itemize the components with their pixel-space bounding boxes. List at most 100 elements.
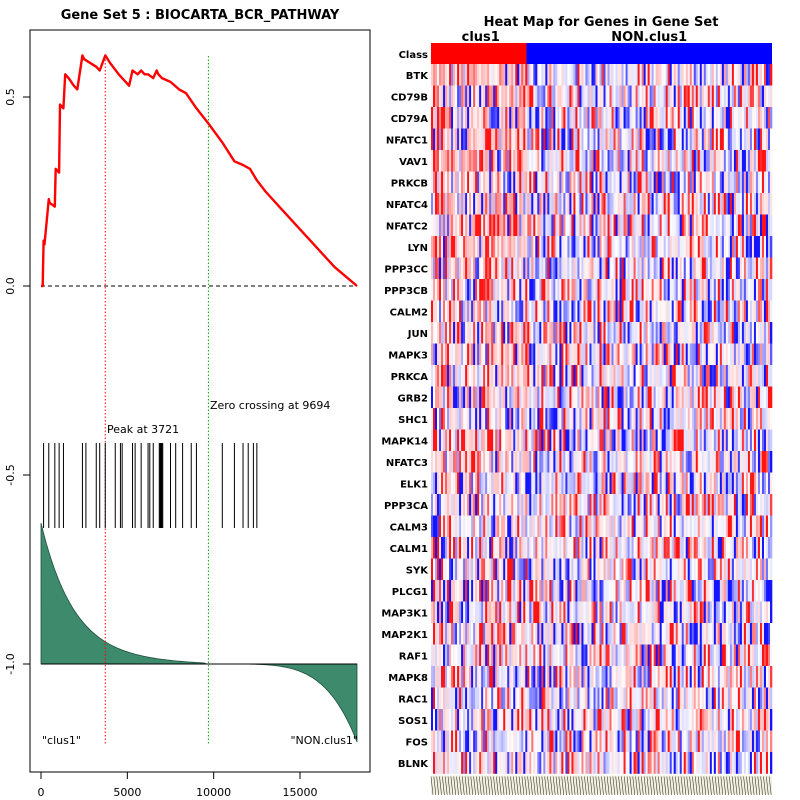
heatmap-cell bbox=[581, 429, 584, 452]
heatmap-cell bbox=[621, 408, 624, 430]
heatmap-cell bbox=[607, 386, 610, 409]
heatmap-cell bbox=[681, 343, 685, 366]
heatmap-cell bbox=[597, 128, 600, 151]
heatmap-cell bbox=[487, 408, 490, 430]
heatmap-cell bbox=[691, 300, 695, 323]
heatmap-cell bbox=[557, 64, 560, 86]
heatmap-cell bbox=[707, 644, 711, 667]
heatmap-cell bbox=[593, 472, 596, 495]
heatmap-cell bbox=[619, 300, 622, 323]
heatmap-cell bbox=[707, 236, 711, 258]
heatmap-cell bbox=[435, 107, 438, 129]
gene-label: MAPK3 bbox=[388, 350, 428, 361]
heatmap-cell bbox=[707, 257, 711, 280]
heatmap-cell bbox=[523, 558, 526, 581]
heatmap-cell bbox=[533, 64, 536, 86]
heatmap-cell bbox=[677, 214, 681, 237]
heatmap-cell bbox=[495, 214, 498, 237]
heatmap-cell bbox=[707, 558, 711, 581]
heatmap-cell bbox=[541, 494, 544, 516]
heatmap-cell bbox=[617, 623, 620, 645]
heatmap-cell bbox=[645, 365, 648, 387]
heatmap-cell bbox=[621, 214, 624, 237]
phenotype-right-label: "NON.clus1" bbox=[290, 734, 358, 747]
heatmap-cell bbox=[443, 365, 446, 387]
heatmap-cell bbox=[571, 429, 574, 452]
heatmap-cell bbox=[731, 408, 735, 430]
heatmap-row bbox=[431, 322, 773, 344]
heatmap-cell bbox=[639, 85, 642, 108]
heatmap-cell bbox=[711, 472, 715, 495]
heatmap-cell bbox=[629, 429, 632, 452]
heatmap-cell bbox=[673, 128, 677, 151]
heatmap-cell bbox=[475, 623, 478, 645]
heatmap-cell bbox=[585, 386, 588, 409]
heatmap-cell bbox=[753, 107, 757, 129]
heatmap-cell bbox=[555, 515, 558, 538]
heatmap-cell bbox=[437, 107, 440, 129]
heatmap-cell bbox=[649, 128, 652, 151]
heatmap-cell bbox=[703, 451, 707, 473]
heatmap-cell bbox=[469, 365, 472, 387]
heatmap-cell bbox=[679, 257, 683, 280]
heatmap-cell bbox=[587, 85, 590, 108]
heatmap-cell bbox=[451, 666, 454, 688]
heatmap-cell bbox=[495, 429, 498, 452]
heatmap-cell bbox=[769, 408, 773, 430]
heatmap-cell bbox=[571, 580, 574, 602]
heatmap-cell bbox=[471, 300, 474, 323]
heatmap-cell bbox=[577, 451, 580, 473]
heatmap-cell bbox=[631, 365, 634, 387]
heatmap-cell bbox=[499, 601, 502, 624]
heatmap-cell bbox=[751, 279, 755, 301]
heatmap-cell bbox=[717, 386, 721, 409]
heatmap-cell bbox=[493, 601, 496, 624]
heatmap-cell bbox=[611, 257, 614, 280]
heatmap-cell bbox=[659, 257, 662, 280]
heatmap-cell bbox=[555, 343, 558, 366]
heatmap-cell bbox=[511, 386, 514, 409]
heatmap-cell bbox=[591, 322, 594, 344]
heatmap-cell bbox=[687, 150, 691, 172]
heatmap-cell bbox=[693, 623, 697, 645]
heatmap-cell bbox=[699, 601, 703, 624]
heatmap-cell bbox=[503, 644, 506, 667]
heatmap-cell bbox=[659, 580, 662, 602]
heatmap-cell bbox=[541, 300, 544, 323]
heatmap-cell bbox=[729, 257, 733, 280]
heatmap-cell bbox=[699, 515, 703, 538]
heatmap-cell bbox=[697, 601, 701, 624]
heatmap-cell bbox=[543, 623, 546, 645]
heatmap-cell bbox=[721, 644, 725, 667]
heatmap-cell bbox=[569, 515, 572, 538]
heatmap-cell bbox=[431, 107, 434, 129]
heatmap-cell bbox=[539, 580, 542, 602]
heatmap-cell bbox=[607, 279, 610, 301]
heatmap-cell bbox=[579, 580, 582, 602]
heatmap-cell bbox=[671, 472, 675, 495]
heatmap-cell bbox=[499, 343, 502, 366]
heatmap-cell bbox=[581, 365, 584, 387]
heatmap-cell bbox=[575, 623, 578, 645]
heatmap-cell bbox=[755, 644, 759, 667]
heatmap-cell bbox=[713, 558, 717, 581]
heatmap-cell bbox=[469, 236, 472, 258]
heatmap-cell bbox=[577, 494, 580, 516]
heatmap-cell bbox=[627, 214, 630, 237]
heatmap-cell bbox=[629, 128, 632, 151]
heatmap-cell bbox=[513, 408, 516, 430]
heatmap-cell bbox=[705, 257, 709, 280]
heatmap-cell bbox=[707, 451, 711, 473]
heatmap-cell bbox=[639, 107, 642, 129]
heatmap-cell bbox=[613, 408, 616, 430]
heatmap-cell bbox=[521, 343, 524, 366]
heatmap-cell bbox=[751, 429, 755, 452]
heatmap-cell bbox=[433, 666, 436, 688]
heatmap-cell bbox=[537, 580, 540, 602]
heatmap-cell bbox=[723, 150, 727, 172]
heatmap-cell bbox=[463, 257, 466, 280]
heatmap-cell bbox=[615, 537, 618, 559]
heatmap-cell bbox=[647, 193, 650, 215]
heatmap-cell bbox=[639, 343, 642, 366]
heatmap-cell bbox=[617, 494, 620, 516]
